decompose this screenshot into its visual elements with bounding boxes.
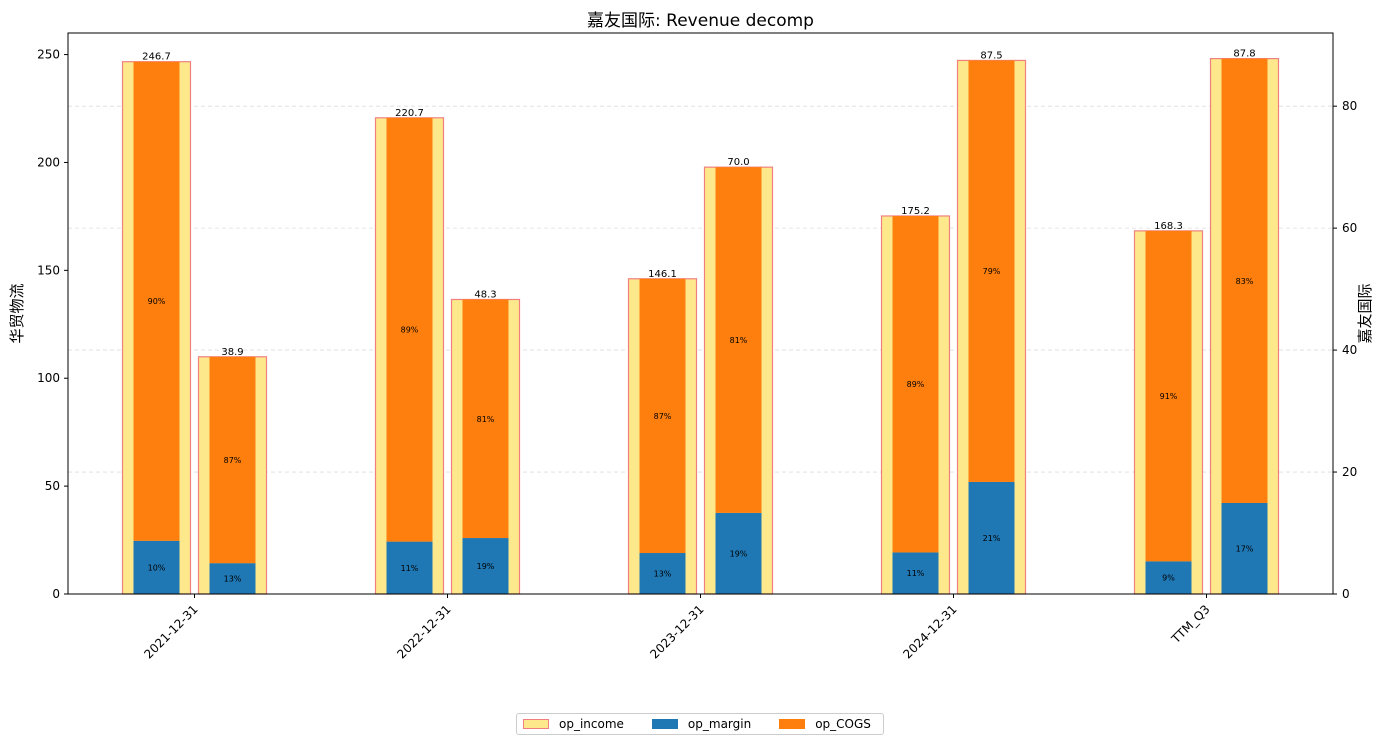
- bar-op-margin-g0-1: [386, 541, 433, 594]
- bar-op-cogs-g1-0: [209, 356, 256, 564]
- left-axis-label: 华贸物流: [8, 283, 26, 343]
- cogs-pct-label-g1-0: 87%: [224, 456, 242, 465]
- right-tick-label-1: 20: [1342, 465, 1357, 479]
- chart-title: 嘉友国际: Revenue decomp: [587, 11, 814, 31]
- bar-op-margin-g0-0: [133, 540, 180, 594]
- bar-op-margin-g1-1: [462, 538, 509, 594]
- bar-op-cogs-g0-0: [133, 61, 180, 541]
- legend-swatch-op-cogs: [779, 719, 806, 729]
- right-tick-label-2: 40: [1342, 343, 1357, 357]
- left-tick-label-5: 250: [37, 48, 60, 62]
- cogs-pct-label-g0-3: 89%: [907, 380, 925, 389]
- margin-pct-label-g0-1: 11%: [401, 564, 419, 573]
- bar-op-margin-g0-3: [892, 552, 939, 594]
- bar-op-margin-g0-2: [639, 553, 686, 594]
- total-label-g0-1: 220.7: [395, 108, 424, 119]
- margin-pct-label-g0-0: 10%: [148, 563, 166, 572]
- cogs-pct-label-g1-2: 81%: [730, 336, 748, 345]
- legend-item-op-income: op_income: [523, 717, 624, 731]
- cogs-pct-label-g0-2: 87%: [654, 412, 672, 421]
- total-label-g1-4: 87.8: [1233, 49, 1255, 60]
- bar-op-cogs-g0-1: [386, 117, 433, 542]
- margin-pct-label-g1-3: 21%: [983, 534, 1001, 543]
- cogs-pct-label-g1-1: 81%: [477, 415, 495, 424]
- right-axis-label: 嘉友国际: [1356, 283, 1374, 343]
- legend-label-op-income: op_income: [559, 717, 624, 731]
- left-tick-label-3: 150: [37, 263, 60, 277]
- cogs-pct-label-g1-4: 83%: [1236, 277, 1254, 286]
- legend-item-op-cogs: op_COGS: [779, 717, 871, 731]
- bar-op-margin-g1-0: [209, 563, 256, 594]
- legend-swatch-op-margin: [651, 719, 678, 729]
- left-tick-label-1: 50: [45, 479, 60, 493]
- legend-label-op-margin: op_margin: [687, 717, 752, 731]
- total-label-g1-3: 87.5: [980, 50, 1002, 61]
- chart-legend: op_income op_margin op_COGS: [516, 713, 884, 735]
- total-label-g0-2: 146.1: [648, 269, 677, 280]
- total-label-g1-1: 48.3: [474, 289, 496, 300]
- bar-op-margin-g1-4: [1221, 502, 1268, 594]
- total-label-g0-4: 168.3: [1154, 221, 1183, 232]
- bar-op-margin-g0-4: [1145, 561, 1192, 594]
- margin-pct-label-g0-2: 13%: [654, 570, 672, 579]
- x-tick-label-3: 2024-12-31: [900, 602, 959, 661]
- total-label-g1-0: 38.9: [221, 347, 243, 358]
- bar-op-margin-g1-3: [968, 481, 1015, 594]
- margin-pct-label-g0-4: 9%: [1162, 574, 1175, 583]
- cogs-pct-label-g1-3: 79%: [983, 267, 1001, 276]
- bar-op-cogs-g0-3: [892, 215, 939, 553]
- legend-swatch-op-income: [523, 719, 549, 729]
- bar-op-cogs-g0-4: [1145, 230, 1192, 562]
- left-tick-label-2: 100: [37, 371, 60, 385]
- cogs-pct-label-g0-1: 89%: [401, 326, 419, 335]
- x-tick-label-2: 2023-12-31: [647, 602, 706, 661]
- right-tick-label-4: 80: [1342, 99, 1357, 113]
- margin-pct-label-g1-1: 19%: [477, 562, 495, 571]
- legend-item-op-margin: op_margin: [651, 717, 752, 731]
- left-tick-label-4: 200: [37, 155, 60, 169]
- margin-pct-label-g1-0: 13%: [224, 575, 242, 584]
- bar-op-cogs-g1-3: [968, 60, 1015, 482]
- bar-op-cogs-g1-2: [715, 167, 762, 513]
- x-tick-label-1: 2022-12-31: [394, 602, 453, 661]
- left-tick-label-0: 0: [52, 587, 60, 601]
- bar-op-cogs-g0-2: [639, 278, 686, 554]
- total-label-g0-3: 175.2: [901, 206, 930, 217]
- margin-pct-label-g1-4: 17%: [1236, 544, 1254, 553]
- total-label-g1-2: 70.0: [727, 157, 749, 168]
- total-label-g0-0: 246.7: [142, 52, 171, 63]
- margin-pct-label-g0-3: 11%: [907, 569, 925, 578]
- bar-op-cogs-g1-4: [1221, 58, 1268, 503]
- bar-op-margin-g1-2: [715, 512, 762, 594]
- margin-pct-label-g1-2: 19%: [730, 549, 748, 558]
- cogs-pct-label-g0-0: 90%: [148, 297, 166, 306]
- x-tick-label-4: TTM_Q3: [1168, 602, 1212, 646]
- right-tick-label-0: 0: [1342, 587, 1350, 601]
- right-tick-label-3: 60: [1342, 221, 1357, 235]
- bar-op-cogs-g1-1: [462, 299, 509, 539]
- cogs-pct-label-g0-4: 91%: [1160, 392, 1178, 401]
- legend-label-op-cogs: op_COGS: [815, 717, 871, 731]
- x-tick-label-0: 2021-12-31: [141, 602, 200, 661]
